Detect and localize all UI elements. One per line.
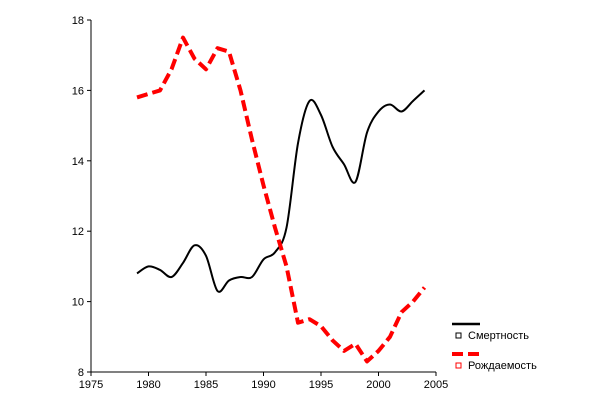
y-tick-label: 18 <box>72 15 84 27</box>
x-tick-label: 1990 <box>251 379 275 391</box>
legend: Смертность Рождаемость <box>452 322 537 372</box>
x-tick-label: 1985 <box>194 379 218 391</box>
axes: 8 10 12 14 16 18 1975 1980 1985 1990 1995 2000 2005 <box>72 15 448 391</box>
x-tick-label: 1975 <box>79 379 103 391</box>
legend-marker-1 <box>455 362 462 369</box>
x-tick-label: 1980 <box>136 379 160 391</box>
x-tick-label: 1995 <box>309 379 333 391</box>
series-lines <box>136 35 427 364</box>
legend-label-0: Смертность <box>468 330 529 342</box>
y-tick-label: 14 <box>72 156 84 168</box>
x-tick-label: 2005 <box>424 379 448 391</box>
y-tick-label: 8 <box>78 367 84 379</box>
series-line-0 <box>136 89 426 293</box>
y-tick-label: 16 <box>72 85 84 97</box>
x-tick-label: 2000 <box>366 379 390 391</box>
series-line-1 <box>136 35 427 364</box>
y-tick-label: 10 <box>72 297 84 309</box>
legend-marker-0 <box>455 332 462 339</box>
legend-label-1: Рождаемость <box>468 360 537 372</box>
y-tick-label: 12 <box>72 226 84 238</box>
